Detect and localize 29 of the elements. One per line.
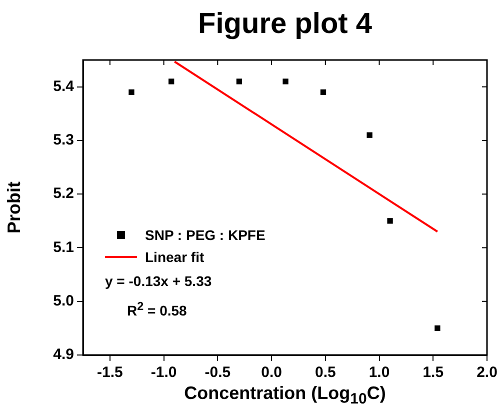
annotation: y = -0.13x + 5.33 xyxy=(105,272,213,291)
x-axis-title: Concentration (Log$_{10}$C) xyxy=(183,383,387,410)
x-tick-label: 0.0 xyxy=(261,364,282,382)
x-tick-label: -1.0 xyxy=(150,364,177,382)
point xyxy=(282,78,288,84)
x-tick-label: 1.0 xyxy=(368,364,390,382)
point xyxy=(168,78,174,84)
x-tick-label: 0.5 xyxy=(314,364,336,382)
y-tick-label: 5.2 xyxy=(53,185,74,202)
annotation: R$^{2}$ = 0.58 xyxy=(126,299,188,321)
y-axis-title: Probit xyxy=(4,182,24,234)
point xyxy=(434,325,440,332)
y-tick-label: 4.9 xyxy=(53,346,74,364)
x-tick-label: -1.5 xyxy=(97,364,123,382)
chart-title: Figure plot 4 xyxy=(197,8,373,41)
point xyxy=(320,89,326,96)
y-tick-label: 5.3 xyxy=(53,132,74,149)
point xyxy=(236,78,242,84)
point xyxy=(387,218,393,224)
x-tick-label: -0.5 xyxy=(204,364,231,382)
point xyxy=(366,132,372,138)
y-tick-label: 5.4 xyxy=(53,78,75,95)
legend-label: Linear fit xyxy=(145,248,204,267)
y-tick-label: 5.0 xyxy=(53,292,74,310)
y-tick-label: 5.1 xyxy=(53,238,74,256)
point xyxy=(128,89,134,96)
legend-label: SNP : PEG : KPFE xyxy=(145,226,266,245)
x-tick-label: 2.0 xyxy=(476,364,498,382)
x-tick-label: 1.5 xyxy=(422,364,444,382)
